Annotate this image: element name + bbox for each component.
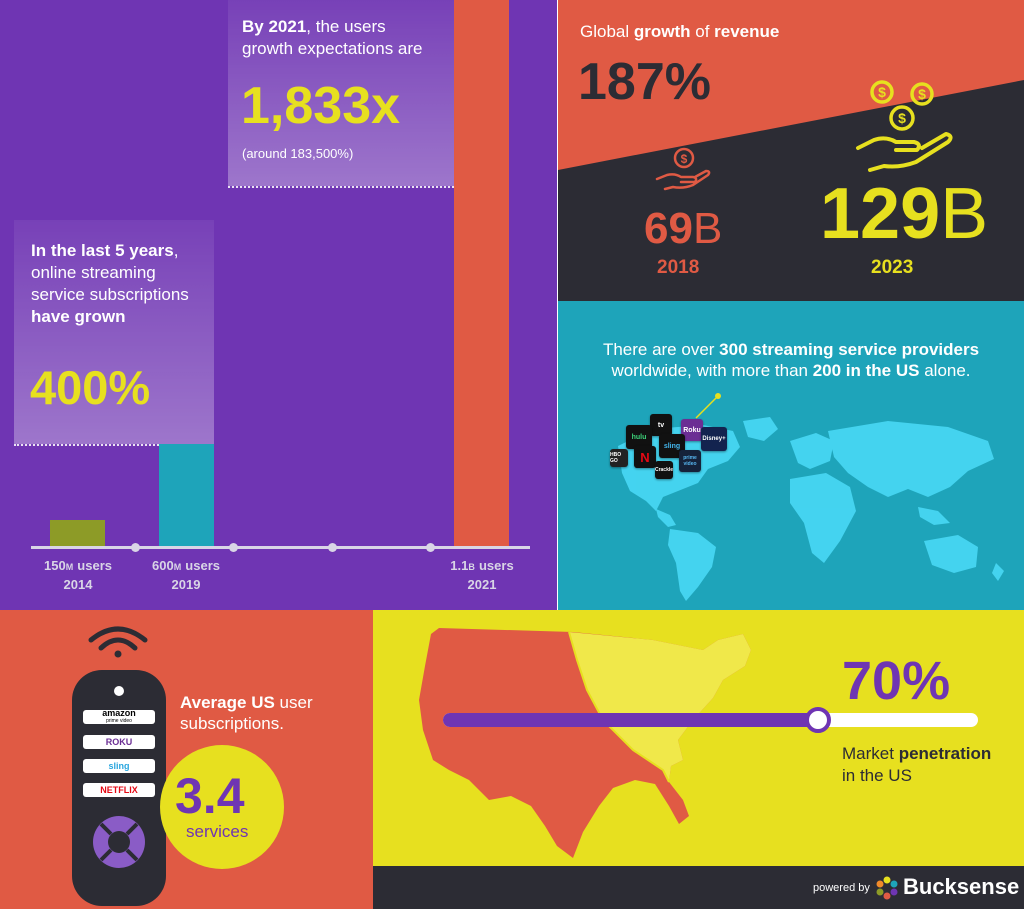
subscriptions-value: 3.4 bbox=[175, 768, 245, 824]
user-growth-panel: In the last 5 years, online streaming se… bbox=[0, 0, 557, 610]
logo-appletv: tv bbox=[650, 414, 672, 436]
bar-2021 bbox=[454, 0, 509, 548]
footer: powered by Bucksense bbox=[373, 866, 1024, 909]
growth-intro-text: In the last 5 years, online streaming se… bbox=[31, 241, 189, 326]
revenue-2023-year: 2023 bbox=[871, 257, 914, 278]
penetration-knob bbox=[805, 707, 831, 733]
remote-led bbox=[114, 686, 124, 696]
growth-note: (around 183,500%) bbox=[242, 146, 354, 161]
axis-dot bbox=[328, 543, 337, 552]
revenue-2018-year: 2018 bbox=[657, 257, 700, 278]
bar-2019 bbox=[159, 444, 214, 548]
intro-bold: In the last 5 years bbox=[31, 241, 174, 260]
subscriptions-unit: services bbox=[186, 822, 249, 841]
revenue-2018-value: 69B bbox=[644, 204, 723, 253]
axis-label-2021: 1.1B users 2021 bbox=[450, 558, 514, 592]
remote-control: amazon prime video ROKU sling NETFLIX bbox=[72, 670, 166, 906]
subscriptions-panel: amazon prime video ROKU sling NETFLIX bbox=[0, 610, 373, 909]
wifi-signal-icon bbox=[88, 626, 148, 658]
bar-2014 bbox=[50, 520, 105, 548]
penetration-fill bbox=[443, 713, 818, 727]
logo-roku: Roku bbox=[681, 419, 703, 441]
revenue-panel: Global growth of revenue 187% $ 69B 2018… bbox=[558, 0, 1024, 301]
axis-label-2014: 150M users 2014 bbox=[43, 558, 112, 592]
growth-expect-box bbox=[228, 0, 454, 188]
svg-text:$: $ bbox=[878, 84, 886, 100]
svg-text:$: $ bbox=[898, 110, 906, 126]
subscriptions-label: Average US user subscriptions. bbox=[180, 693, 313, 733]
axis-dot bbox=[131, 543, 140, 552]
market-penetration-panel: 70% Market penetration in the US bbox=[373, 610, 1024, 866]
growth-expect-text: By 2021, the users growth expectations a… bbox=[242, 17, 423, 58]
bucksense-brand: Bucksense bbox=[903, 874, 1020, 899]
growth-intro-box bbox=[14, 220, 214, 446]
us-map bbox=[419, 628, 751, 858]
logo-disney: Disney+ bbox=[701, 427, 727, 451]
remote-button-netflix: NETFLIX bbox=[83, 783, 155, 797]
logo-netflix: N bbox=[634, 446, 656, 468]
logo-crackle: Crackle bbox=[655, 461, 673, 479]
providers-panel: There are over 300 streaming service pro… bbox=[558, 301, 1024, 610]
hand-coin-icon: $ bbox=[655, 147, 711, 191]
growth-multiplier: 1,833x bbox=[241, 77, 401, 135]
svg-text:$: $ bbox=[681, 152, 688, 166]
subscriptions-circle bbox=[160, 745, 284, 869]
remote-button-roku: ROKU bbox=[83, 735, 155, 749]
svg-text:$: $ bbox=[918, 86, 926, 102]
revenue-red-wedge bbox=[558, 0, 1024, 170]
revenue-2023-value: 129B bbox=[820, 174, 989, 254]
logo-prime: prime video bbox=[679, 450, 701, 472]
logo-hulu: hulu bbox=[626, 425, 652, 449]
axis-dot bbox=[229, 543, 238, 552]
providers-text: There are over 300 streaming service pro… bbox=[602, 340, 980, 380]
revenue-percent: 187% bbox=[578, 53, 711, 111]
axis-dot bbox=[426, 543, 435, 552]
hand-coins-icon: $ $ $ bbox=[856, 80, 953, 172]
penetration-label: Market penetration in the US bbox=[842, 744, 992, 785]
bucksense-logo-icon bbox=[876, 876, 898, 900]
powered-by-text: powered by bbox=[813, 882, 870, 894]
callout-line bbox=[695, 393, 721, 419]
logo-hbo: HBO GO bbox=[610, 449, 628, 467]
remote-button-amazon: amazon prime video bbox=[83, 709, 155, 724]
axis-label-2019: 600M users 2019 bbox=[151, 558, 220, 592]
revenue-heading: Global growth of revenue bbox=[580, 22, 780, 41]
penetration-value: 70% bbox=[842, 651, 951, 711]
remote-dpad bbox=[93, 816, 145, 868]
growth-percent: 400% bbox=[30, 361, 151, 414]
timeline-axis bbox=[31, 546, 530, 549]
remote-button-sling: sling bbox=[83, 759, 155, 773]
